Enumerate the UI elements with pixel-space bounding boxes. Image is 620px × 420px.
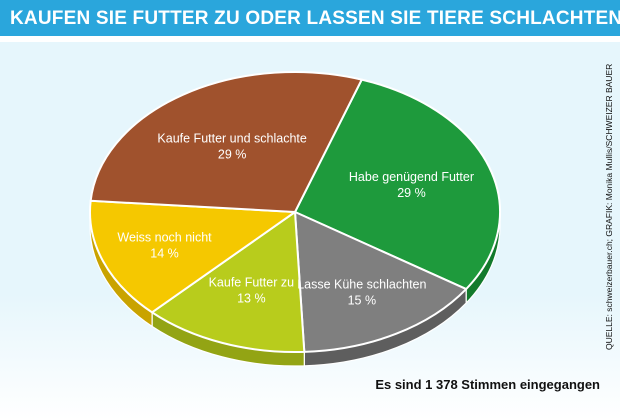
pie-slice-weiss-noch-nicht: [89, 199, 296, 314]
slice-value-kaufe-futter-zu: 13 %: [237, 292, 266, 306]
pie-slice-kaufe-futter-zu: [151, 211, 306, 353]
title-divider: [0, 36, 620, 42]
slice-label-weiss-noch-nicht: Weiss noch nicht: [117, 230, 212, 244]
slice-value-lasse-kuhe-schlachten: 15 %: [348, 293, 377, 307]
slice-value-habe-genugend-futter: 29 %: [397, 186, 426, 200]
votes-note: Es sind 1 378 Stimmen eingegangen: [375, 377, 600, 392]
pie-slice-habe-genugend-futter: [294, 78, 501, 291]
slice-value-kaufe-futter-und-schlachte: 29 %: [218, 147, 247, 161]
source-credit: QUELLE: schweizerbauer.ch; GRAFIK: Monik…: [604, 63, 614, 350]
pie-slice-lasse-kuhe-schlachten: [294, 211, 468, 353]
slice-label-kaufe-futter-zu: Kaufe Futter zu: [209, 276, 295, 290]
pie-slice-kaufe-futter-und-schlachte: [89, 71, 363, 213]
pie-labels: Habe genügend Futter 29 % Lasse Kühe schla…: [117, 131, 474, 307]
slice-label-kaufe-futter-und-schlachte: Kaufe Futter und schlachte: [157, 131, 306, 145]
chart-title: KAUFEN SIE FUTTER ZU ODER LASSEN SIE TIE…: [10, 8, 620, 29]
slice-value-weiss-noch-nicht: 14 %: [150, 246, 179, 260]
slice-label-lasse-kuhe-schlachten: Lasse Kühe schlachten: [297, 277, 426, 291]
title-bar: KAUFEN SIE FUTTER ZU ODER LASSEN SIE TIE…: [0, 0, 620, 36]
slice-label-habe-genugend-futter: Habe genügend Futter: [349, 170, 474, 184]
pie-slices: [89, 71, 501, 353]
